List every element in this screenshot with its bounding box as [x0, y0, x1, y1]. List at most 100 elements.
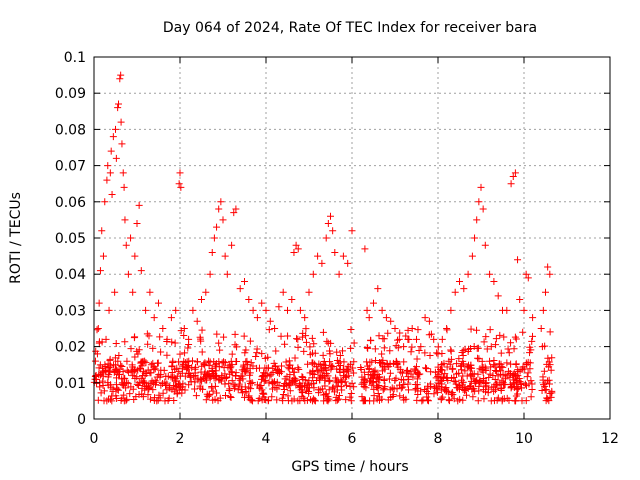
- data-point: [361, 379, 369, 387]
- data-point: [220, 333, 228, 341]
- data-point: [486, 357, 494, 365]
- data-point: [461, 367, 469, 375]
- data-point: [241, 383, 249, 391]
- data-point: [242, 346, 250, 354]
- data-point: [447, 346, 455, 354]
- data-point: [449, 391, 457, 399]
- data-point: [336, 369, 344, 377]
- data-point: [370, 299, 377, 307]
- y-tick-label: 0.05: [55, 231, 86, 247]
- data-point: [509, 380, 517, 388]
- data-point: [510, 370, 518, 378]
- data-point: [328, 384, 336, 392]
- data-point: [181, 349, 189, 357]
- data-point: [486, 270, 494, 278]
- data-point: [479, 205, 487, 213]
- data-point: [216, 394, 224, 402]
- data-point: [350, 339, 358, 347]
- data-point: [487, 397, 495, 405]
- data-point: [480, 338, 488, 346]
- data-point: [99, 377, 107, 385]
- data-point: [177, 183, 185, 191]
- data-point: [544, 263, 552, 271]
- data-point: [91, 372, 99, 380]
- data-point: [454, 384, 462, 392]
- data-point: [349, 364, 357, 372]
- data-point: [118, 375, 126, 383]
- data-point: [129, 372, 137, 380]
- data-point: [148, 377, 156, 385]
- data-point: [391, 325, 399, 332]
- data-point: [340, 368, 348, 376]
- data-point: [522, 397, 530, 405]
- data-point: [430, 335, 438, 343]
- data-point: [424, 396, 432, 404]
- data-point: [502, 375, 510, 383]
- data-point: [114, 104, 122, 112]
- data-point: [115, 100, 123, 108]
- data-point: [460, 285, 468, 293]
- data-point: [513, 377, 521, 385]
- data-point: [287, 379, 295, 387]
- data-point: [466, 382, 474, 390]
- data-point: [487, 343, 495, 351]
- data-point: [504, 367, 512, 375]
- data-point: [440, 386, 448, 394]
- data-point: [159, 389, 167, 397]
- data-point: [308, 334, 316, 342]
- data-point: [285, 357, 293, 365]
- data-point: [337, 376, 345, 384]
- data-point: [267, 370, 275, 378]
- data-point: [275, 368, 283, 376]
- data-point: [392, 374, 400, 382]
- data-point: [490, 277, 498, 285]
- data-point: [397, 384, 405, 392]
- data-point: [365, 364, 373, 372]
- data-point: [336, 361, 344, 369]
- data-point: [464, 270, 472, 278]
- data-point: [319, 328, 327, 336]
- y-tick-label: 0.03: [55, 303, 86, 319]
- data-point: [321, 361, 329, 369]
- data-point: [302, 325, 310, 333]
- data-point: [320, 397, 328, 405]
- data-point: [111, 288, 119, 296]
- data-point: [153, 359, 161, 367]
- data-point: [258, 299, 266, 307]
- data-point: [208, 248, 216, 256]
- data-point: [497, 349, 505, 357]
- data-point: [225, 380, 233, 388]
- x-tick-label: 2: [176, 431, 185, 447]
- data-point: [223, 270, 231, 278]
- data-point: [413, 363, 421, 371]
- data-point: [346, 382, 354, 390]
- data-point: [106, 355, 114, 363]
- data-point: [294, 245, 302, 253]
- data-point: [363, 306, 371, 314]
- data-point: [203, 390, 211, 398]
- data-point: [309, 370, 317, 378]
- data-point: [151, 365, 159, 373]
- data-point: [181, 372, 189, 380]
- data-point: [415, 347, 423, 354]
- data-point: [471, 378, 479, 386]
- data-point: [514, 256, 522, 264]
- data-point: [156, 333, 164, 341]
- data-point: [277, 332, 285, 340]
- data-point: [453, 360, 461, 368]
- data-point: [427, 383, 435, 391]
- data-point: [171, 377, 179, 385]
- data-point: [280, 382, 288, 390]
- data-point: [102, 367, 110, 375]
- data-point: [183, 362, 191, 370]
- y-tick-labels: 0 0.01 0.02 0.03 0.04 0.05 0.06 0.07 0.08 0.09 0.1: [55, 50, 86, 428]
- data-point: [112, 361, 120, 369]
- data-point: [104, 395, 112, 403]
- data-point: [253, 345, 261, 353]
- data-point: [325, 386, 333, 394]
- data-point: [320, 391, 328, 399]
- data-point: [226, 385, 234, 393]
- data-point: [335, 270, 343, 278]
- data-point: [163, 351, 171, 359]
- data-point: [322, 234, 330, 242]
